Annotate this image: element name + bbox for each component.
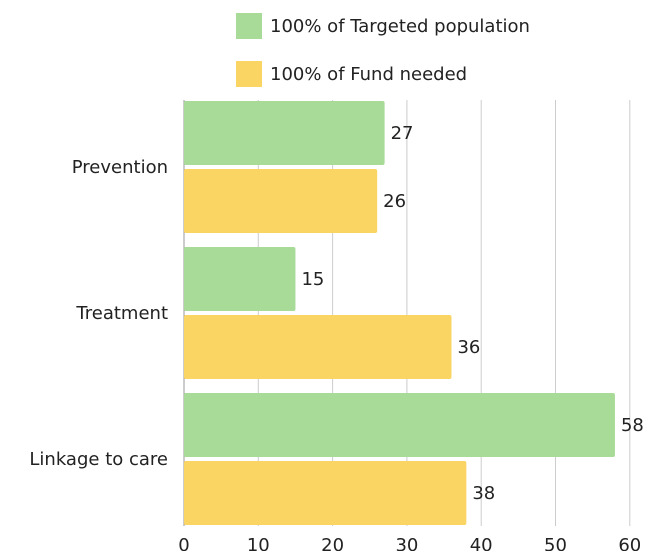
legend-item-fund-needed: 100% of Fund needed [236,61,467,87]
x-tick-label-40: 40 [470,535,493,551]
bar-prevention-series-1 [184,101,385,165]
x-tick-label-0: 0 [178,535,189,551]
bar-linkage-to-care-series-2 [184,461,467,525]
data-label-linkage-to-care-series-1: 58 [621,415,644,436]
data-label-prevention-series-2: 26 [383,191,406,212]
legend-swatch-targeted-population [236,13,262,39]
legend-label-fund-needed: 100% of Fund needed [270,63,468,85]
category-label-treatment: Treatment [75,303,168,324]
category-label-prevention: Prevention [72,157,168,178]
data-label-prevention-series-1: 27 [391,123,414,144]
data-label-treatment-series-2: 36 [457,337,480,358]
bar-linkage-to-care-series-1 [184,393,615,457]
bar-treatment-series-2 [184,315,452,379]
data-label-treatment-series-1: 15 [301,269,324,290]
bar-prevention-series-2 [184,169,378,233]
bar-treatment-series-1 [184,247,296,311]
category-label-linkage-to-care: Linkage to care [29,449,168,470]
x-tick-label-20: 20 [321,535,344,551]
x-tick-label-10: 10 [247,535,270,551]
legend-item-targeted-population: 100% of Targeted population [236,13,530,39]
x-tick-label-30: 30 [395,535,418,551]
data-label-linkage-to-care-series-2: 38 [472,483,495,504]
x-tick-label-50: 50 [544,535,567,551]
x-tick-label-60: 60 [618,535,641,551]
legend-swatch-fund-needed [236,61,262,87]
legend-label-targeted-population: 100% of Targeted population [270,15,530,37]
